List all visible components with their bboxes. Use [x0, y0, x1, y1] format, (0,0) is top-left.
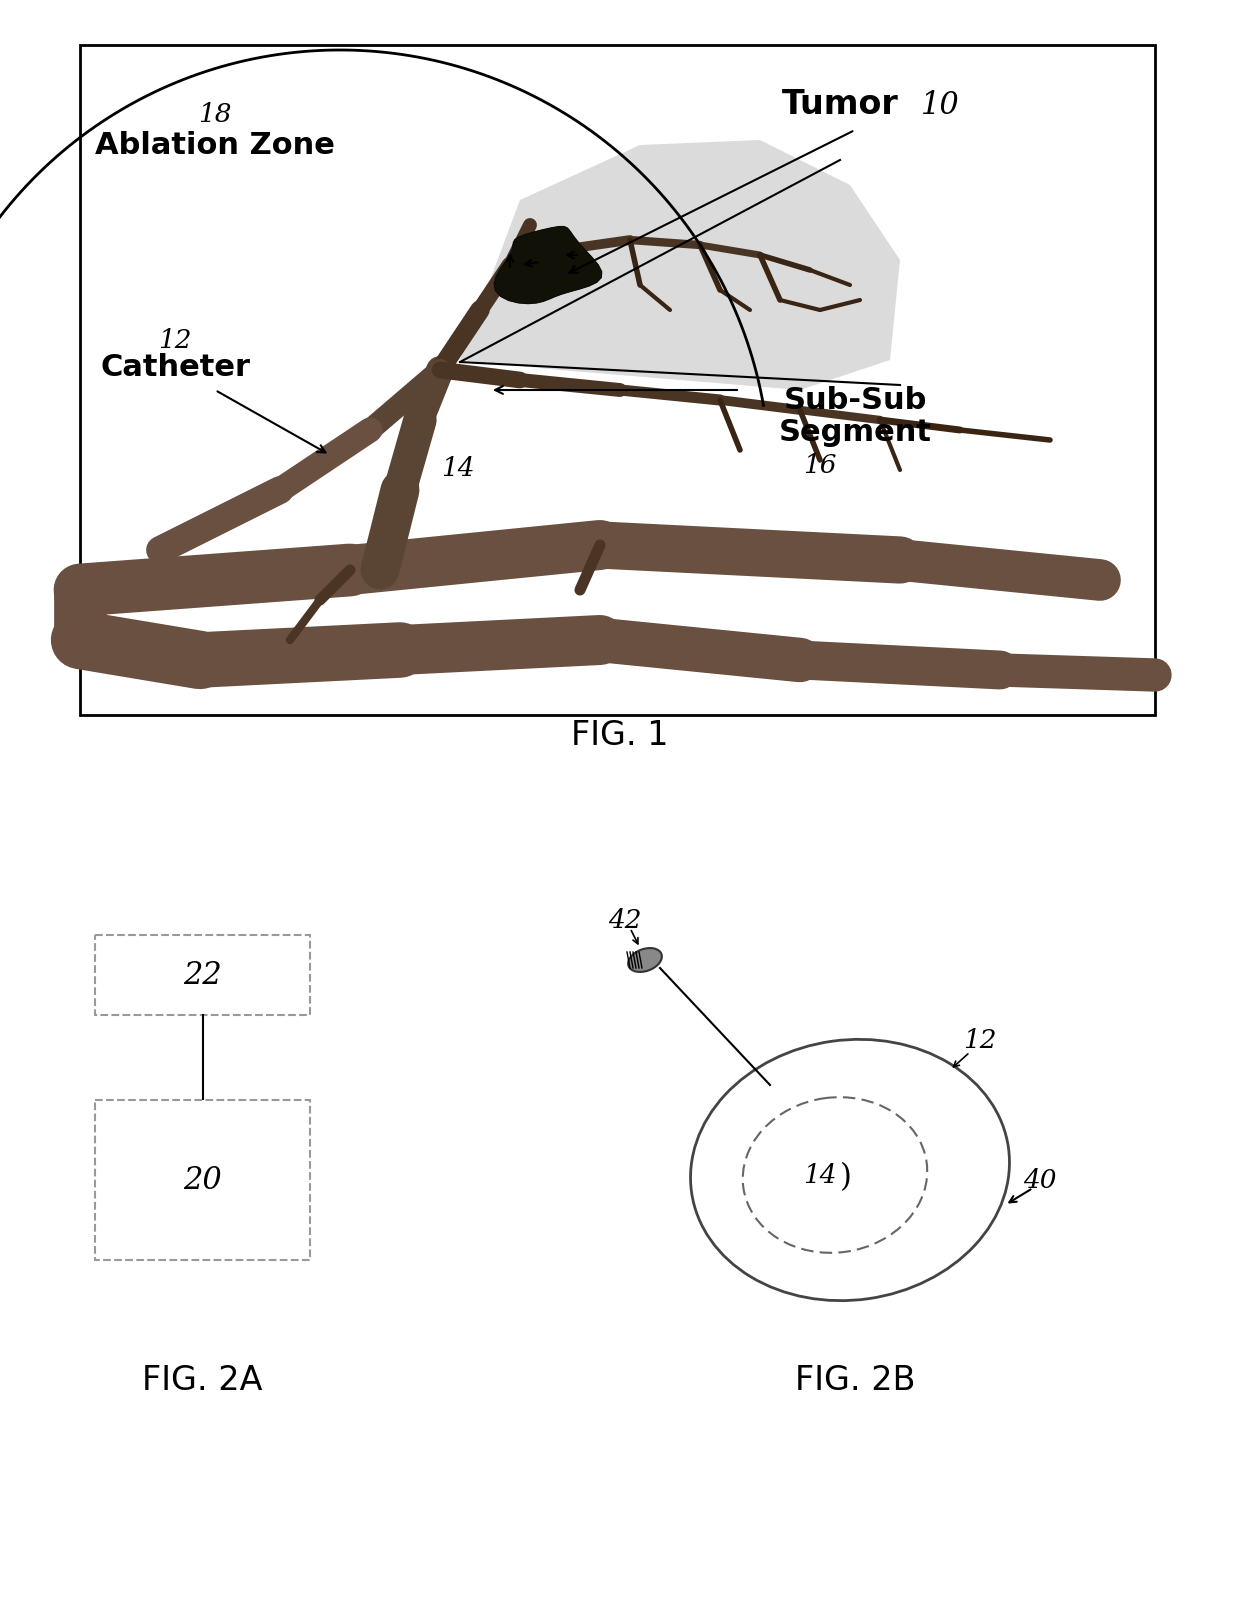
Text: FIG. 2B: FIG. 2B [795, 1363, 915, 1397]
Text: 42: 42 [609, 908, 642, 933]
Text: 18: 18 [198, 102, 232, 128]
Text: 40: 40 [1023, 1167, 1056, 1193]
Text: ): ) [839, 1162, 852, 1193]
Polygon shape [460, 139, 900, 390]
Text: 14: 14 [441, 455, 475, 481]
Text: 12: 12 [963, 1028, 997, 1052]
Ellipse shape [691, 1039, 1009, 1300]
Text: FIG. 2A: FIG. 2A [141, 1363, 262, 1397]
Text: Ablation Zone: Ablation Zone [95, 131, 335, 160]
Text: 20: 20 [184, 1164, 222, 1195]
Text: 12: 12 [159, 327, 192, 353]
Text: Catheter: Catheter [100, 353, 250, 382]
Ellipse shape [743, 1098, 928, 1253]
Ellipse shape [629, 949, 662, 971]
Text: 22: 22 [184, 960, 222, 991]
Text: 16: 16 [804, 452, 837, 478]
Bar [95, 1099, 310, 1260]
Polygon shape [495, 227, 601, 303]
Text: Tumor: Tumor [781, 89, 898, 121]
Text: 14: 14 [804, 1162, 837, 1187]
Bar [95, 936, 310, 1015]
Text: Segment: Segment [779, 418, 931, 447]
Text: Sub-Sub: Sub-Sub [784, 385, 926, 414]
Bar [81, 45, 1154, 716]
Text: FIG. 1: FIG. 1 [572, 719, 668, 751]
Text: 10: 10 [920, 89, 960, 120]
